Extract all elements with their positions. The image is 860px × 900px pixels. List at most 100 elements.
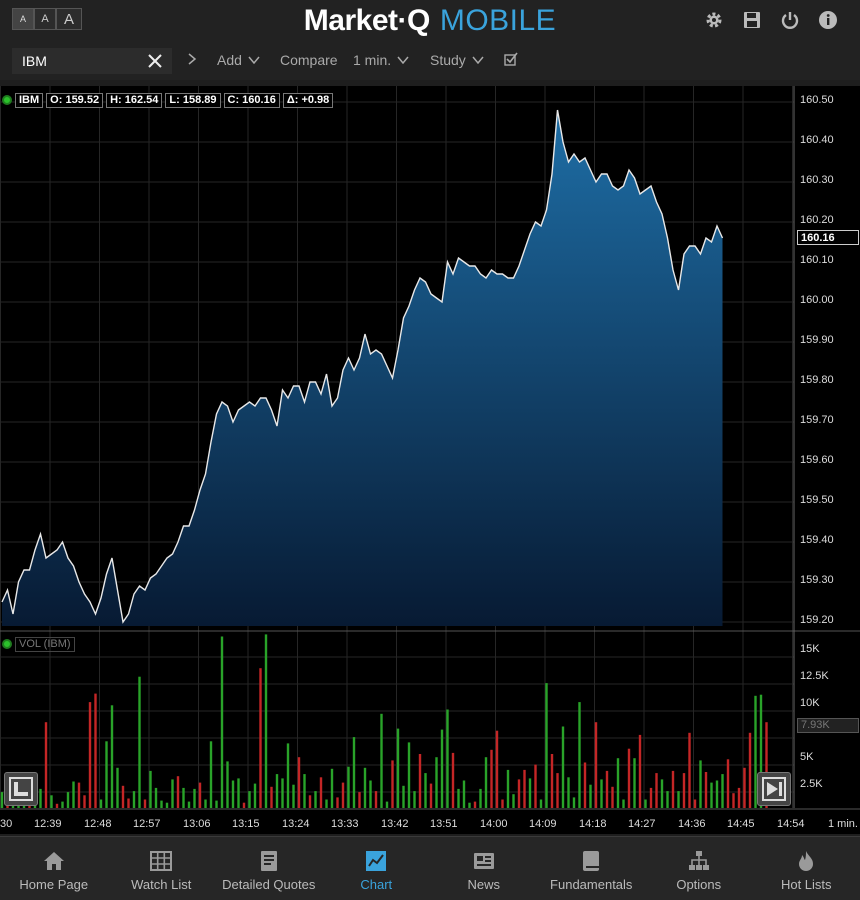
time-axis-label: 13:06 xyxy=(183,818,211,830)
gear-icon[interactable] xyxy=(704,10,724,30)
chart-area[interactable]: IBM O: 159.52 H: 162.54 L: 158.89 C: 160… xyxy=(0,86,860,834)
volume-bar xyxy=(627,748,631,808)
volume-bar xyxy=(704,772,708,808)
nav-chart[interactable]: Chart xyxy=(323,837,431,900)
nav-options[interactable]: Options xyxy=(645,837,753,900)
time-axis-label: 14:00 xyxy=(480,818,508,830)
chart-icon xyxy=(366,851,387,871)
symbol-input[interactable] xyxy=(22,52,132,70)
power-icon[interactable] xyxy=(780,10,800,30)
ohlc-open: O: 159.52 xyxy=(46,92,104,108)
volume-bar xyxy=(429,783,433,808)
close-icon[interactable] xyxy=(146,52,164,70)
chart-toolbar: Add Compare 1 min. Study xyxy=(0,42,860,80)
time-axis-label: 14:36 xyxy=(678,818,706,830)
volume-bar xyxy=(567,777,570,808)
volume-bar xyxy=(517,779,521,808)
volume-legend: VOL (IBM) xyxy=(0,636,75,652)
series-toggle-icon[interactable] xyxy=(2,95,12,105)
volume-bar xyxy=(160,800,163,808)
bottom-nav: Home Page Watch List Detailed Quotes Cha… xyxy=(0,836,860,900)
volume-bar xyxy=(677,791,680,808)
chart-home-button[interactable] xyxy=(4,772,38,806)
volume-bar xyxy=(182,787,185,808)
study-menu[interactable]: Study xyxy=(430,52,484,68)
volume-bar xyxy=(363,767,367,808)
volume-axis-label: 5K xyxy=(800,751,814,763)
volume-bar xyxy=(149,770,152,808)
nav-home-page[interactable]: Home Page xyxy=(0,837,108,900)
submit-symbol-button[interactable] xyxy=(186,52,198,66)
font-size-large-button[interactable]: A xyxy=(56,8,82,30)
volume-bar xyxy=(72,781,75,808)
nav-watch-list[interactable]: Watch List xyxy=(108,837,216,900)
volume-bar xyxy=(61,801,64,808)
price-axis-label: 159.80 xyxy=(800,374,834,386)
volume-bar xyxy=(699,760,702,808)
compare-label: Compare xyxy=(280,52,338,68)
volume-bar xyxy=(424,773,427,808)
volume-bar xyxy=(495,730,499,808)
volume-bar xyxy=(99,799,103,808)
volume-bar xyxy=(490,749,493,808)
volume-bar xyxy=(743,767,746,808)
price-axis-label: 159.30 xyxy=(800,574,834,586)
volume-bar xyxy=(165,802,169,808)
nav-detailed-quotes[interactable]: Detailed Quotes xyxy=(215,837,323,900)
nav-fundamentals[interactable]: Fundamentals xyxy=(538,837,646,900)
volume-bar xyxy=(605,770,609,808)
volume-bar xyxy=(44,722,48,808)
document-icon xyxy=(260,851,277,871)
chevron-down-icon xyxy=(248,56,260,64)
nav-news[interactable]: News xyxy=(430,837,538,900)
volume-bar xyxy=(418,754,422,808)
time-axis-label: 14:45 xyxy=(727,818,755,830)
save-icon[interactable] xyxy=(742,10,762,30)
volume-bar xyxy=(754,695,757,808)
time-axis-label: 12:48 xyxy=(84,818,112,830)
volume-bar xyxy=(644,799,647,808)
ohlc-close: C: 160.16 xyxy=(223,92,280,108)
volume-bar xyxy=(462,780,466,808)
scroll-to-end-button[interactable] xyxy=(757,772,791,806)
time-axis-label: 13:15 xyxy=(232,818,260,830)
volume-bar xyxy=(726,759,730,808)
volume-bar xyxy=(473,801,477,808)
volume-bar xyxy=(116,767,119,808)
volume-bar xyxy=(341,782,345,808)
volume-bar xyxy=(187,801,191,808)
price-chart[interactable] xyxy=(0,86,860,834)
news-icon xyxy=(473,853,494,869)
volume-bar xyxy=(693,799,697,808)
volume-bar xyxy=(237,778,240,808)
volume-bar xyxy=(407,742,411,808)
volume-axis-label: 2.5K xyxy=(800,778,823,790)
price-axis-label: 160.30 xyxy=(800,174,834,186)
drawing-tools-button[interactable] xyxy=(504,52,518,66)
time-axis-label: 13:33 xyxy=(331,818,359,830)
volume-bar xyxy=(176,776,180,808)
logo-brand: Market·Q xyxy=(303,4,431,37)
volume-bar xyxy=(143,799,147,808)
price-axis-label: 160.50 xyxy=(800,94,834,106)
add-menu[interactable]: Add xyxy=(217,52,260,68)
book-icon xyxy=(583,851,600,871)
volume-bar xyxy=(83,795,86,808)
volume-bar xyxy=(330,768,334,808)
ohlc-change: Δ: +0.98 xyxy=(282,92,334,108)
interval-menu[interactable]: 1 min. xyxy=(353,52,409,68)
chevron-right-icon xyxy=(188,53,197,65)
volume-bar xyxy=(110,705,114,808)
font-size-medium-button[interactable]: A xyxy=(34,8,56,30)
volume-bar xyxy=(561,726,565,808)
price-line xyxy=(1,109,724,624)
logo-product: MOBILE xyxy=(439,4,557,37)
info-icon[interactable] xyxy=(818,10,838,30)
font-size-small-button[interactable]: A xyxy=(12,8,34,30)
volume-bar xyxy=(748,732,752,808)
ohlc-low: L: 158.89 xyxy=(165,92,221,108)
compare-button[interactable]: Compare xyxy=(280,52,338,68)
volume-bar xyxy=(589,784,592,808)
nav-hot-lists[interactable]: Hot Lists xyxy=(753,837,860,900)
volume-toggle-icon[interactable] xyxy=(2,639,12,649)
